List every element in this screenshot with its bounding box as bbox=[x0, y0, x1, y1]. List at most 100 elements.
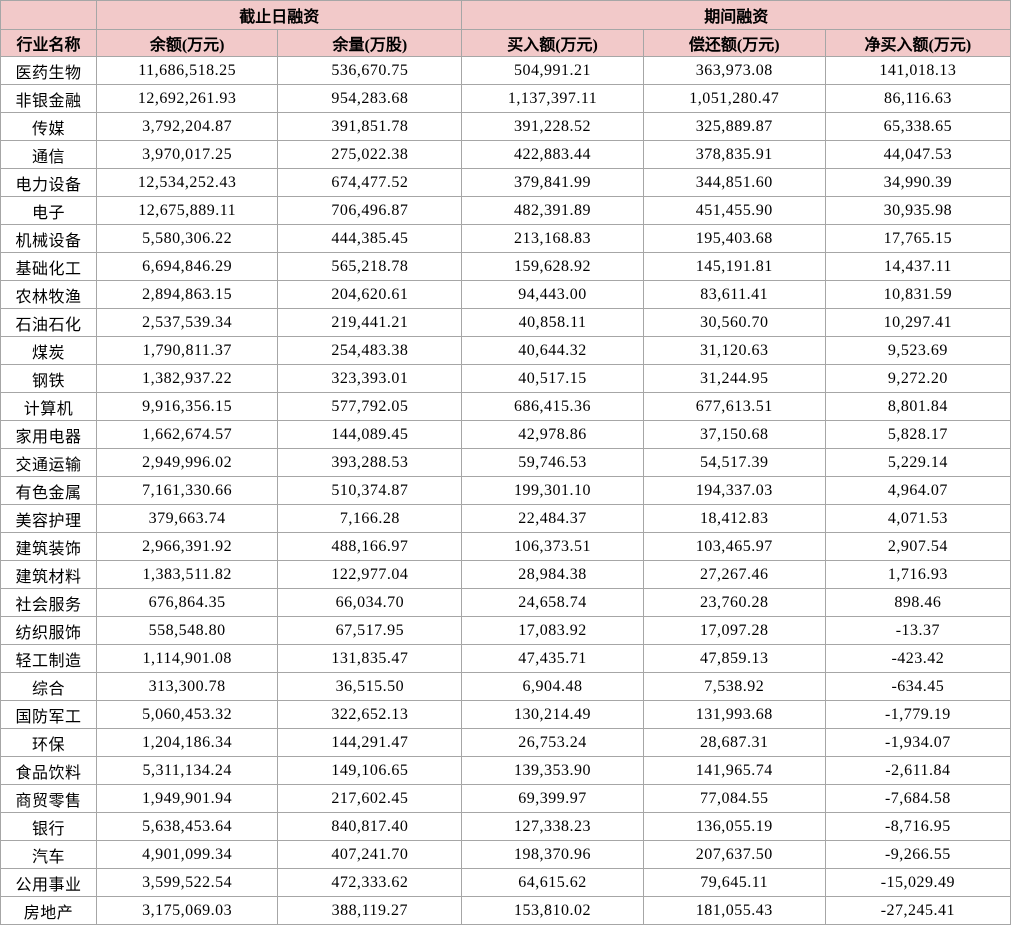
industry-cell: 食品饮料 bbox=[0, 756, 98, 785]
value-cell: 8,801.84 bbox=[824, 392, 1012, 421]
column-header: 余额(万元) bbox=[96, 29, 279, 57]
value-cell: 472,333.62 bbox=[277, 868, 463, 897]
value-cell: 213,168.83 bbox=[461, 224, 644, 253]
industry-cell: 有色金属 bbox=[0, 476, 98, 505]
value-cell: 27,267.46 bbox=[642, 560, 826, 589]
value-cell: 1,662,674.57 bbox=[96, 420, 279, 449]
value-cell: 5,638,453.64 bbox=[96, 812, 279, 841]
value-cell: 22,484.37 bbox=[461, 504, 644, 533]
industry-cell: 电子 bbox=[0, 196, 98, 225]
value-cell: 504,991.21 bbox=[461, 56, 644, 85]
industry-cell: 钢铁 bbox=[0, 364, 98, 393]
table-row: 商贸零售 1,949,901.94 217,602.45 69,399.97 77,08… bbox=[0, 784, 1012, 813]
value-cell: 322,652.13 bbox=[277, 700, 463, 729]
value-cell: -9,266.55 bbox=[824, 840, 1012, 869]
value-cell: -1,779.19 bbox=[824, 700, 1012, 729]
table-row: 轻工制造 1,114,901.08 131,835.47 47,435.71 47,85… bbox=[0, 644, 1012, 673]
value-cell: 54,517.39 bbox=[642, 448, 826, 477]
value-cell: 103,465.97 bbox=[642, 532, 826, 561]
table-row: 煤炭 1,790,811.37 254,483.38 40,644.32 31,120.… bbox=[0, 336, 1012, 365]
industry-cell: 基础化工 bbox=[0, 252, 98, 281]
value-cell: 17,097.28 bbox=[642, 616, 826, 645]
value-cell: 4,071.53 bbox=[824, 504, 1012, 533]
value-cell: 407,241.70 bbox=[277, 840, 463, 869]
corner-cell bbox=[0, 0, 98, 30]
value-cell: 2,894,863.15 bbox=[96, 280, 279, 309]
value-cell: 254,483.38 bbox=[277, 336, 463, 365]
value-cell: 141,965.74 bbox=[642, 756, 826, 785]
industry-cell: 医药生物 bbox=[0, 56, 98, 85]
value-cell: 1,137,397.11 bbox=[461, 84, 644, 113]
column-header: 净买入额(万元) bbox=[824, 29, 1012, 57]
value-cell: 83,611.41 bbox=[642, 280, 826, 309]
table-row: 汽车 4,901,099.34 407,241.70 198,370.96 207,63… bbox=[0, 840, 1012, 869]
value-cell: 5,060,453.32 bbox=[96, 700, 279, 729]
industry-cell: 美容护理 bbox=[0, 504, 98, 533]
value-cell: 706,496.87 bbox=[277, 196, 463, 225]
value-cell: 379,663.74 bbox=[96, 504, 279, 533]
value-cell: 1,051,280.47 bbox=[642, 84, 826, 113]
value-cell: -423.42 bbox=[824, 644, 1012, 673]
table-row: 综合 313,300.78 36,515.50 6,904.48 7,538.92 -63… bbox=[0, 672, 1012, 701]
value-cell: 66,034.70 bbox=[277, 588, 463, 617]
value-cell: 37,150.68 bbox=[642, 420, 826, 449]
table-row: 医药生物 11,686,518.25 536,670.75 504,991.21 363… bbox=[0, 56, 1012, 85]
industry-cell: 煤炭 bbox=[0, 336, 98, 365]
table-row: 通信 3,970,017.25 275,022.38 422,883.44 378,83… bbox=[0, 140, 1012, 169]
value-cell: 2,907.54 bbox=[824, 532, 1012, 561]
value-cell: 12,675,889.11 bbox=[96, 196, 279, 225]
value-cell: 2,966,391.92 bbox=[96, 532, 279, 561]
industry-cell: 石油石化 bbox=[0, 308, 98, 337]
value-cell: 9,272.20 bbox=[824, 364, 1012, 393]
value-cell: 131,835.47 bbox=[277, 644, 463, 673]
value-cell: 558,548.80 bbox=[96, 616, 279, 645]
value-cell: 122,977.04 bbox=[277, 560, 463, 589]
table-row: 机械设备 5,580,306.22 444,385.45 213,168.83 195,… bbox=[0, 224, 1012, 253]
table-row: 钢铁 1,382,937.22 323,393.01 40,517.15 31,244.… bbox=[0, 364, 1012, 393]
value-cell: 42,978.86 bbox=[461, 420, 644, 449]
industry-cell: 非银金融 bbox=[0, 84, 98, 113]
value-cell: 44,047.53 bbox=[824, 140, 1012, 169]
value-cell: 325,889.87 bbox=[642, 112, 826, 141]
value-cell: 28,984.38 bbox=[461, 560, 644, 589]
value-cell: 10,831.59 bbox=[824, 280, 1012, 309]
value-cell: 11,686,518.25 bbox=[96, 56, 279, 85]
value-cell: 144,089.45 bbox=[277, 420, 463, 449]
value-cell: 149,106.65 bbox=[277, 756, 463, 785]
value-cell: 94,443.00 bbox=[461, 280, 644, 309]
column-header: 行业名称 bbox=[0, 29, 98, 57]
column-header: 偿还额(万元) bbox=[642, 29, 826, 57]
industry-cell: 交通运输 bbox=[0, 448, 98, 477]
value-cell: 3,599,522.54 bbox=[96, 868, 279, 897]
value-cell: 3,175,069.03 bbox=[96, 896, 279, 925]
value-cell: 5,828.17 bbox=[824, 420, 1012, 449]
value-cell: 67,517.95 bbox=[277, 616, 463, 645]
value-cell: 674,477.52 bbox=[277, 168, 463, 197]
value-cell: 194,337.03 bbox=[642, 476, 826, 505]
value-cell: -13.37 bbox=[824, 616, 1012, 645]
value-cell: 159,628.92 bbox=[461, 252, 644, 281]
column-header: 买入额(万元) bbox=[461, 29, 644, 57]
value-cell: -2,611.84 bbox=[824, 756, 1012, 785]
value-cell: 47,435.71 bbox=[461, 644, 644, 673]
value-cell: 344,851.60 bbox=[642, 168, 826, 197]
value-cell: 379,841.99 bbox=[461, 168, 644, 197]
table-row: 电力设备 12,534,252.43 674,477.52 379,841.99 344… bbox=[0, 168, 1012, 197]
value-cell: 510,374.87 bbox=[277, 476, 463, 505]
industry-cell: 计算机 bbox=[0, 392, 98, 421]
value-cell: 5,229.14 bbox=[824, 448, 1012, 477]
value-cell: 676,864.35 bbox=[96, 588, 279, 617]
value-cell: 153,810.02 bbox=[461, 896, 644, 925]
table-row: 公用事业 3,599,522.54 472,333.62 64,615.62 79,64… bbox=[0, 868, 1012, 897]
value-cell: 2,537,539.34 bbox=[96, 308, 279, 337]
value-cell: 5,580,306.22 bbox=[96, 224, 279, 253]
value-cell: 391,228.52 bbox=[461, 112, 644, 141]
table-row: 计算机 9,916,356.15 577,792.05 686,415.36 677,6… bbox=[0, 392, 1012, 421]
value-cell: 391,851.78 bbox=[277, 112, 463, 141]
value-cell: 40,517.15 bbox=[461, 364, 644, 393]
value-cell: 313,300.78 bbox=[96, 672, 279, 701]
industry-cell: 商贸零售 bbox=[0, 784, 98, 813]
table-row: 石油石化 2,537,539.34 219,441.21 40,858.11 30,56… bbox=[0, 308, 1012, 337]
value-cell: 10,297.41 bbox=[824, 308, 1012, 337]
